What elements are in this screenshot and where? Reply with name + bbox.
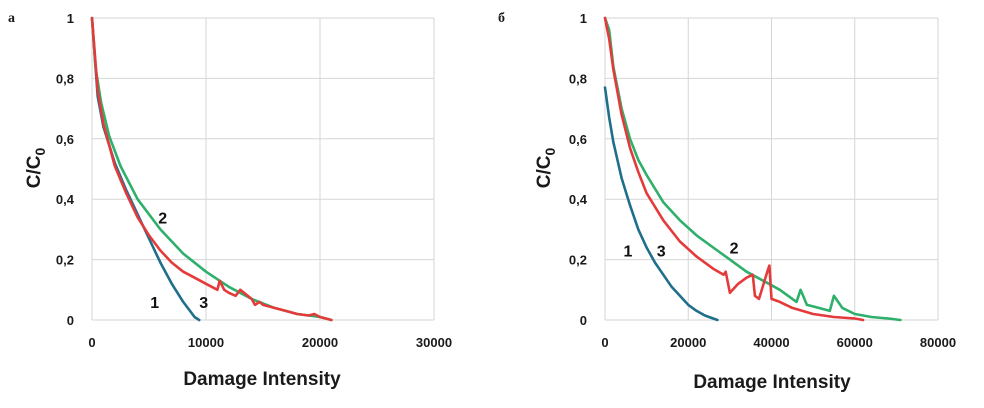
chart-panel-a: 0 10000 20000 30000 0 0,2 0,4 0,6 0,8 1 1 2 3 a Damage…: [8, 11, 452, 390]
x-tick-label: 0: [88, 335, 95, 350]
y-tick-label: 0,2: [56, 253, 74, 268]
y-tick-label: 0,8: [569, 71, 587, 86]
curve-label-2: 2: [730, 241, 739, 258]
x-tick-label: 60000: [837, 335, 873, 350]
series-line-3: [603, 16, 865, 322]
curve-label-1: 1: [150, 295, 159, 312]
y-tick-label: 0,8: [56, 71, 74, 86]
x-tick-label: 20000: [670, 335, 706, 350]
x-tick-label: 40000: [753, 335, 789, 350]
x-tick-label: 80000: [920, 335, 956, 350]
y-tick-label: 0,6: [56, 132, 74, 147]
y-tick-label: 0,4: [56, 192, 75, 207]
x-tick-label: 0: [601, 335, 608, 350]
series-line-2: [603, 16, 902, 322]
x-tick-label: 10000: [188, 335, 224, 350]
curve-label-1: 1: [623, 244, 632, 261]
y-axis-title: C/C0: [534, 148, 558, 189]
y-axis-title-main: C/C: [24, 155, 45, 188]
series-line-3: [90, 16, 333, 322]
y-tick-label: 1: [580, 11, 587, 26]
y-tick-label: 0,4: [569, 192, 588, 207]
y-axis-title-main: C/C: [534, 155, 555, 188]
x-tick-label: 30000: [416, 335, 452, 350]
y-axis-title-subscript: 0: [542, 148, 558, 156]
y-tick-label: 0,6: [569, 132, 587, 147]
y-tick-label: 0: [580, 313, 587, 328]
y-tick-label: 1: [67, 11, 74, 26]
panel-letter: a: [8, 11, 15, 26]
x-axis-title: Damage Intensity: [693, 372, 851, 393]
y-axis-title: C/C0: [24, 148, 48, 189]
curve-label-3: 3: [657, 244, 666, 261]
series-line-1: [603, 86, 719, 322]
panel-letter: б: [498, 11, 505, 26]
curve-label-2: 2: [158, 210, 167, 227]
y-tick-label: 0: [67, 313, 74, 328]
chart-panel-b: 0 20000 40000 60000 80000 0 0,2 0,4 0,6 0,8 1 1 2 3 б D…: [498, 11, 956, 393]
curve-label-3: 3: [199, 295, 208, 312]
x-tick-label: 20000: [302, 335, 338, 350]
series-line-2: [90, 16, 333, 322]
series-line-1: [90, 16, 201, 322]
y-axis-title-subscript: 0: [32, 148, 48, 156]
x-axis-title: Damage Intensity: [183, 369, 341, 390]
y-tick-label: 0,2: [569, 253, 587, 268]
